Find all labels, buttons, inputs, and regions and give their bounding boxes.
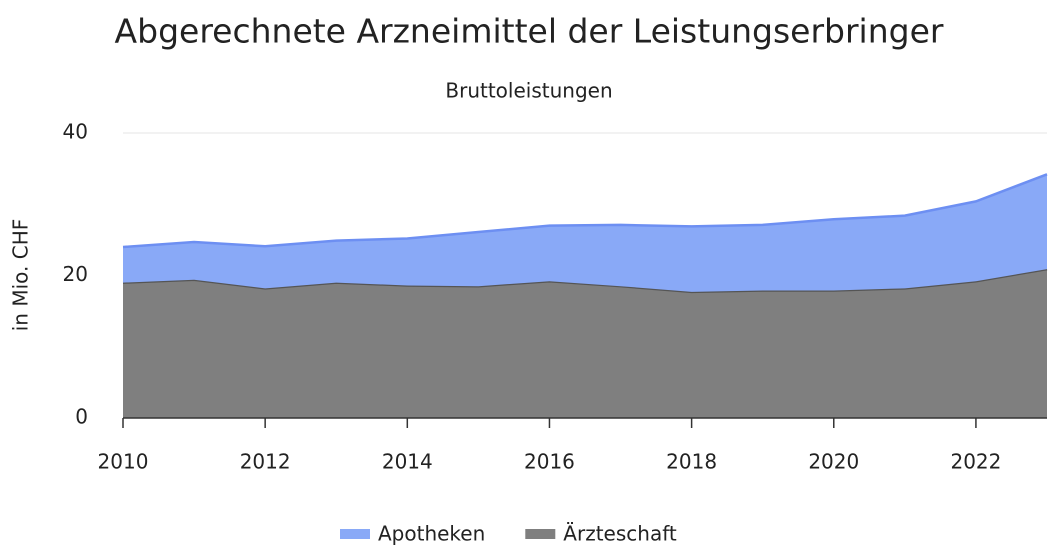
chart-title: Abgerechnete Arzneimittel der Leistungse… — [115, 12, 944, 51]
x-tick-label: 2014 — [382, 450, 433, 474]
area — [123, 174, 1047, 292]
x-tick-label: 2016 — [524, 450, 575, 474]
y-axis-label: in Mio. CHF — [9, 219, 33, 332]
legend-swatch — [525, 529, 556, 539]
x-tick-label: 2020 — [808, 450, 859, 474]
y-tick-label: 40 — [63, 120, 88, 144]
legend-label: Apotheken — [378, 522, 485, 546]
chart-subtitle: Bruttoleistungen — [445, 79, 612, 103]
x-tick-label: 2010 — [98, 450, 149, 474]
area — [123, 269, 1047, 418]
x-tick-label: 2018 — [666, 450, 717, 474]
x-tick-label: 2022 — [950, 450, 1001, 474]
legend-label: Ärzteschaft — [563, 522, 677, 546]
area-line — [122, 173, 1048, 249]
legend-swatch — [340, 529, 370, 539]
y-tick-label: 20 — [63, 262, 88, 286]
y-tick-label: 0 — [75, 405, 88, 429]
x-tick-label: 2012 — [240, 450, 291, 474]
